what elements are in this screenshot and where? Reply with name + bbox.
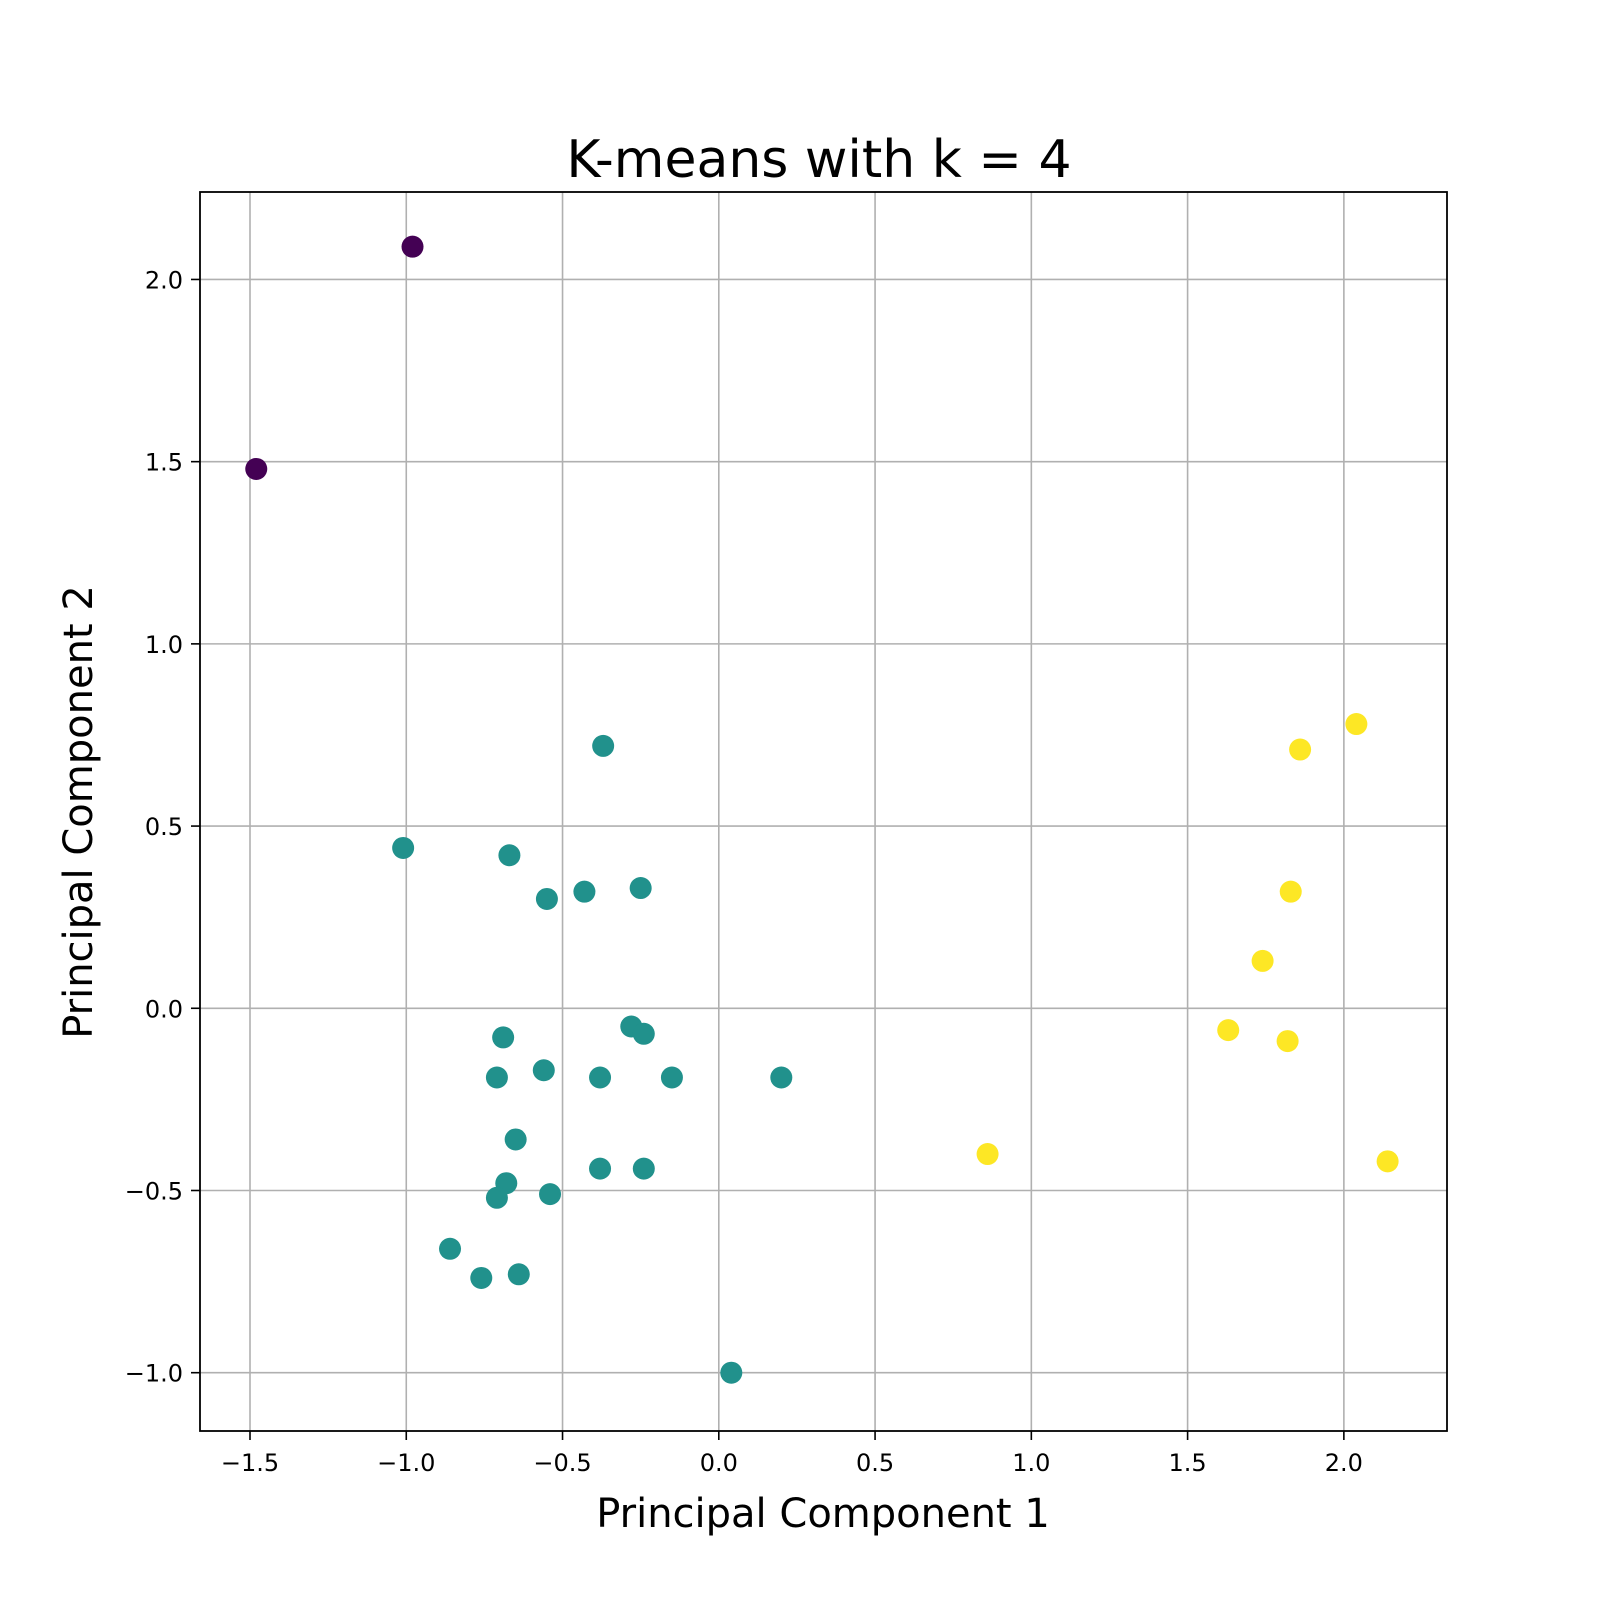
data-point-cluster-1 <box>573 880 596 903</box>
data-point-cluster-1 <box>507 1263 530 1286</box>
x-tick-label: −1.5 <box>221 1449 279 1477</box>
data-point-cluster-1 <box>629 877 652 900</box>
x-axis-label: Principal Component 1 <box>596 1491 1050 1537</box>
data-point-cluster-0 <box>401 235 424 258</box>
data-point-cluster-1 <box>504 1128 527 1151</box>
data-point-cluster-1 <box>498 844 521 867</box>
data-point-cluster-1 <box>589 1157 612 1180</box>
data-point-cluster-1 <box>485 1066 508 1089</box>
y-tick-label: 0.0 <box>145 995 183 1023</box>
data-point-cluster-1 <box>492 1026 515 1049</box>
data-point-cluster-1 <box>439 1237 462 1260</box>
plot-frame <box>199 191 1448 1432</box>
x-tick-label: 1.5 <box>1169 1449 1207 1477</box>
data-point-cluster-1 <box>485 1186 508 1209</box>
y-tick-label: −0.5 <box>125 1177 183 1205</box>
data-point-cluster-1 <box>592 734 615 757</box>
data-point-cluster-2 <box>1251 949 1274 972</box>
data-point-cluster-2 <box>1217 1019 1240 1042</box>
y-tick-label: 1.5 <box>145 449 183 477</box>
x-tick-label: 2.0 <box>1325 1449 1363 1477</box>
data-point-cluster-1 <box>632 1157 655 1180</box>
x-tick-label: 0.0 <box>700 1449 738 1477</box>
data-point-cluster-2 <box>1376 1150 1399 1173</box>
data-point-cluster-2 <box>1276 1030 1299 1053</box>
data-points <box>245 235 1399 1384</box>
grid-lines <box>200 192 1447 1431</box>
data-point-cluster-2 <box>1279 880 1302 903</box>
x-tick-label: 0.5 <box>856 1449 894 1477</box>
y-tick-label: 1.0 <box>145 631 183 659</box>
data-point-cluster-0 <box>245 457 268 480</box>
data-point-cluster-1 <box>660 1066 683 1089</box>
data-point-cluster-2 <box>1345 713 1368 736</box>
y-axis-label: Principal Component 2 <box>56 585 102 1039</box>
x-axis-ticks: −1.5 −1.0 −0.5 0.0 0.5 1.0 1.5 2.0 <box>221 1431 1363 1477</box>
x-tick-label: 1.0 <box>1012 1449 1050 1477</box>
data-point-cluster-2 <box>1289 738 1312 761</box>
data-point-cluster-1 <box>470 1266 493 1289</box>
data-point-cluster-1 <box>720 1361 743 1384</box>
data-point-cluster-1 <box>632 1022 655 1045</box>
y-tick-label: −1.0 <box>125 1360 183 1388</box>
chart-title: K-means with k = 4 <box>566 130 1071 190</box>
y-tick-label: 2.0 <box>145 266 183 294</box>
data-point-cluster-1 <box>770 1066 793 1089</box>
x-tick-label: −1.0 <box>377 1449 435 1477</box>
data-point-cluster-1 <box>589 1066 612 1089</box>
data-point-cluster-1 <box>539 1183 562 1206</box>
x-tick-label: −0.5 <box>533 1449 591 1477</box>
y-axis-ticks: −1.0 −0.5 0.0 0.5 1.0 1.5 2.0 <box>125 266 200 1388</box>
y-tick-label: 0.5 <box>145 813 183 841</box>
data-point-cluster-2 <box>976 1143 999 1166</box>
data-point-cluster-1 <box>535 887 558 910</box>
data-point-cluster-1 <box>392 836 415 859</box>
data-point-cluster-1 <box>532 1059 555 1082</box>
